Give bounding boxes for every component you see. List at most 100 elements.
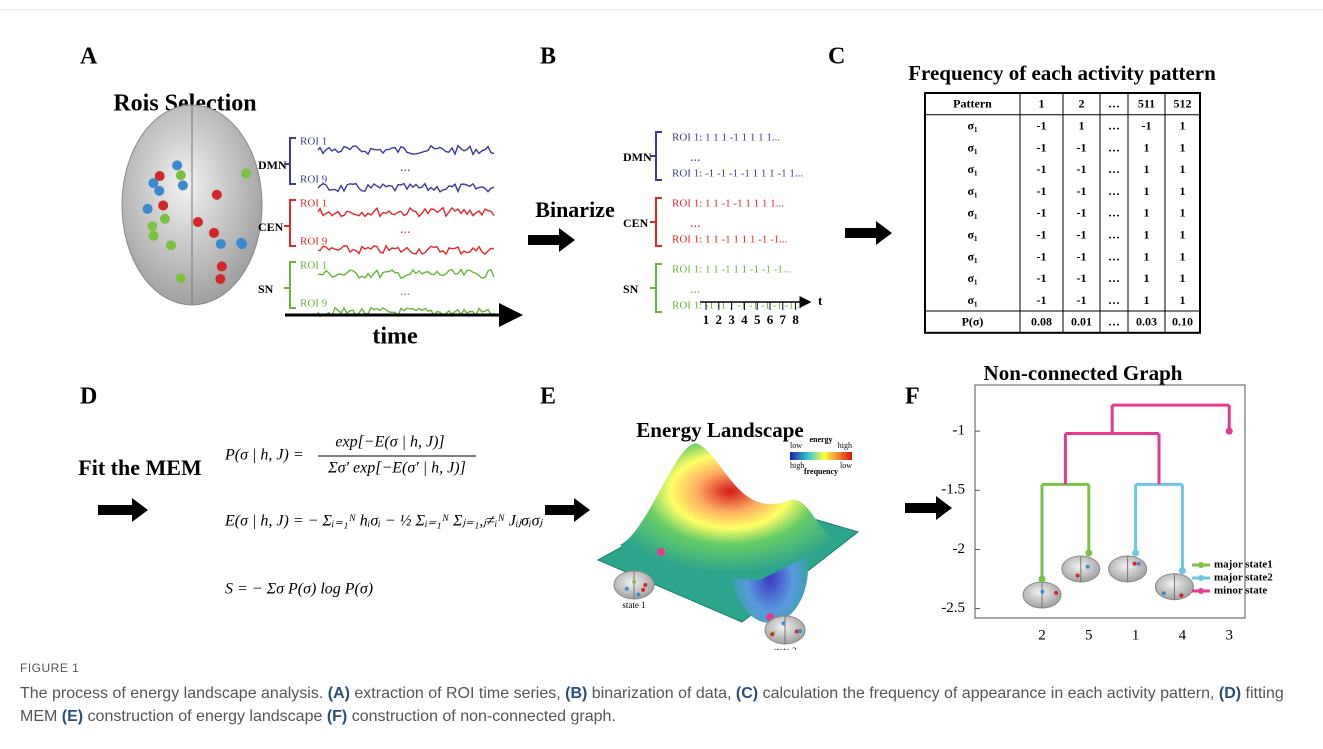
panel-title: Frequency of each activity pattern bbox=[908, 61, 1216, 85]
ellipsis: ... bbox=[690, 216, 701, 231]
time-series bbox=[317, 206, 495, 218]
formula: Σσ′ exp[−E(σ′ | h, J)] bbox=[327, 460, 466, 477]
arrow bbox=[845, 221, 892, 245]
table-cell: … bbox=[1108, 271, 1120, 285]
colorbar-label: low bbox=[840, 461, 852, 470]
network-label: SN bbox=[258, 282, 274, 296]
brain-roi bbox=[147, 221, 158, 232]
table-cell: -1 bbox=[1037, 118, 1047, 132]
brain-roi bbox=[770, 632, 775, 637]
table-cell: 1 bbox=[1180, 249, 1186, 263]
binary-row: ROI 1: 1 1 -1 -1 1 1 1 1... bbox=[672, 198, 784, 210]
arrow bbox=[98, 498, 148, 522]
landscape-peak bbox=[620, 443, 840, 580]
brain-roi bbox=[1179, 593, 1184, 598]
table-cell: -1 bbox=[1077, 227, 1087, 241]
arrow bbox=[545, 498, 590, 522]
roi-label: ROI 1 bbox=[300, 136, 327, 148]
y-tick-label: -2.5 bbox=[941, 600, 965, 616]
tick-label: 6 bbox=[767, 312, 774, 327]
colorbar-label: low bbox=[790, 441, 802, 450]
ellipsis: ... bbox=[690, 282, 701, 297]
table-cell: 512 bbox=[1174, 97, 1192, 111]
caption: FIGURE 1 The process of energy landscape… bbox=[20, 657, 1310, 728]
brain-roi bbox=[166, 240, 177, 251]
table-cell: … bbox=[1108, 118, 1120, 132]
table-cell: 0.01 bbox=[1071, 315, 1092, 329]
roi-label: ROI 9 bbox=[300, 298, 328, 310]
colorbar bbox=[790, 452, 852, 460]
leaf-node bbox=[1085, 549, 1093, 557]
legend-swatch bbox=[1198, 588, 1204, 594]
brain-roi bbox=[177, 180, 188, 191]
network-label: DMN bbox=[623, 150, 652, 164]
table-cell: σ₁ bbox=[967, 162, 978, 176]
caption-tag: (F) bbox=[326, 708, 348, 725]
brain-roi bbox=[237, 239, 248, 250]
x-tick-label: 1 bbox=[1132, 627, 1140, 643]
ellipsis: ... bbox=[400, 222, 411, 237]
brain-roi bbox=[159, 213, 170, 224]
table-cell: -1 bbox=[1037, 140, 1047, 154]
brain-roi bbox=[154, 171, 165, 182]
brain-roi bbox=[148, 178, 159, 189]
table-cell: 1 bbox=[1144, 271, 1150, 285]
table-cell: … bbox=[1108, 97, 1120, 111]
arrow bbox=[528, 228, 575, 252]
table-cell: σ₁ bbox=[967, 140, 978, 154]
brain-roi bbox=[1040, 589, 1045, 594]
table-cell: 2 bbox=[1079, 97, 1085, 111]
tick-label: 5 bbox=[754, 312, 761, 327]
axis-label: t bbox=[818, 293, 823, 308]
panel-title: Energy Landscape bbox=[636, 418, 803, 442]
table-cell: -1 bbox=[1077, 162, 1087, 176]
roi-label: ROI 9 bbox=[300, 236, 328, 248]
brain-roi bbox=[781, 621, 786, 626]
table-cell: 1 bbox=[1144, 249, 1150, 263]
y-tick-label: -1 bbox=[953, 423, 966, 439]
brain-roi bbox=[175, 170, 186, 181]
network-label: SN bbox=[623, 282, 639, 296]
table-cell: 1 bbox=[1180, 162, 1186, 176]
y-tick-label: -1.5 bbox=[941, 482, 965, 498]
brain-roi bbox=[641, 587, 646, 592]
table-cell: σ₁ bbox=[967, 227, 978, 241]
tick-label: 2 bbox=[716, 312, 723, 327]
axis-label: time bbox=[372, 324, 418, 350]
table-cell: … bbox=[1108, 162, 1120, 176]
table-cell: -1 bbox=[1037, 162, 1047, 176]
y-tick-label: -2 bbox=[953, 541, 966, 557]
table-cell: σ₁ bbox=[967, 293, 978, 307]
table-cell: 1 bbox=[1180, 118, 1186, 132]
table-cell: 1 bbox=[1180, 227, 1186, 241]
plot-frame bbox=[974, 384, 1246, 619]
state-label: state 2 bbox=[773, 646, 796, 650]
table-cell: 1 bbox=[1180, 206, 1186, 220]
brain-roi bbox=[172, 160, 183, 171]
brain-roi bbox=[142, 203, 153, 214]
brain-roi bbox=[636, 592, 641, 597]
panel-letter: A bbox=[80, 44, 98, 70]
time-series bbox=[317, 244, 495, 256]
table-cell: Pattern bbox=[953, 97, 992, 111]
panel-letter: E bbox=[540, 384, 556, 410]
table-cell: 1 bbox=[1144, 293, 1150, 307]
caption-parts: (A) extraction of ROI time series, (B) b… bbox=[20, 685, 1284, 725]
bracket bbox=[284, 199, 296, 247]
x-tick-label: 5 bbox=[1085, 627, 1093, 643]
bracket bbox=[650, 263, 662, 313]
landscape-min bbox=[657, 548, 665, 556]
panel-title: Fit the MEM bbox=[78, 455, 202, 480]
panel-title: Non-connected Graph bbox=[984, 361, 1183, 385]
formula: S = − Σσ P(σ) log P(σ) bbox=[225, 581, 373, 598]
table-cell: 0.08 bbox=[1031, 315, 1052, 329]
brain-roi bbox=[216, 261, 227, 272]
formula: exp[−E(σ | h, J)] bbox=[335, 434, 444, 451]
brain-roi bbox=[632, 579, 637, 584]
brain-roi bbox=[794, 629, 799, 634]
brain-roi bbox=[158, 200, 169, 211]
table-cell: -1 bbox=[1037, 184, 1047, 198]
x-tick-label: 3 bbox=[1225, 627, 1233, 643]
brain-roi bbox=[211, 189, 222, 200]
brain-roi bbox=[1132, 561, 1137, 566]
